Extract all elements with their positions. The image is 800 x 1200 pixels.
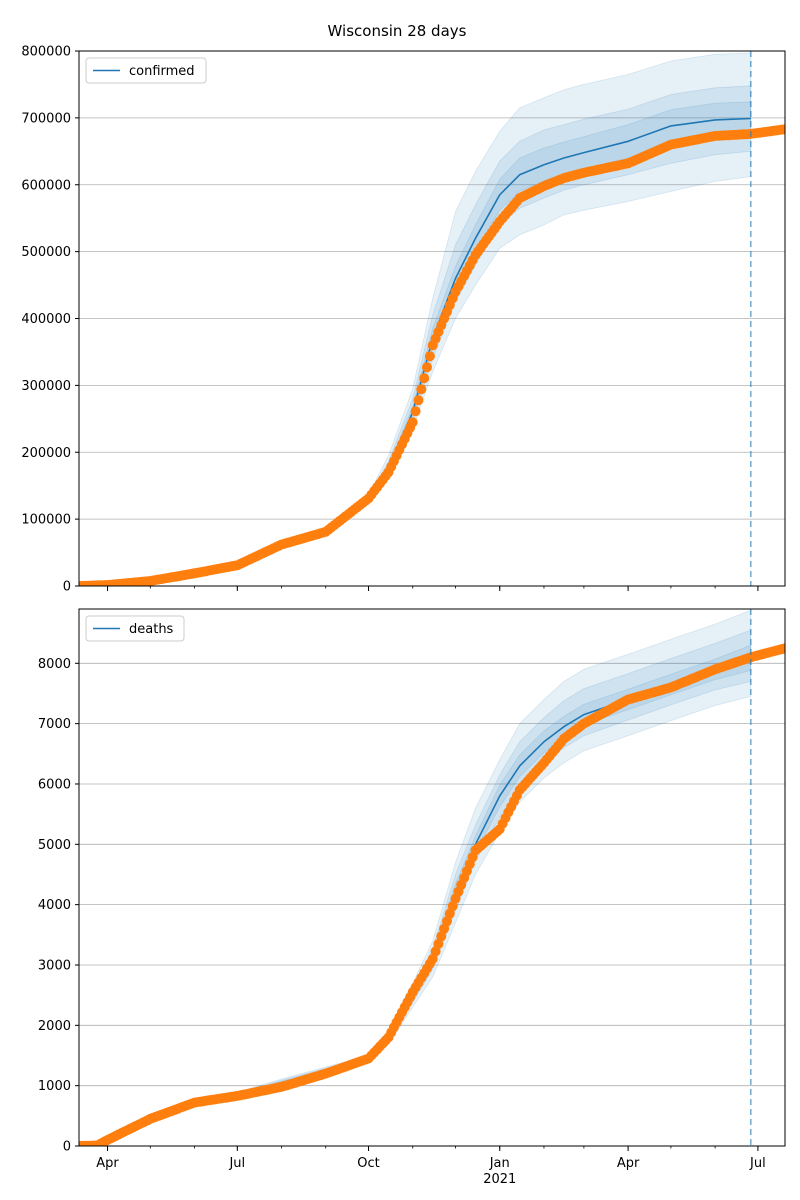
observed-point [416, 384, 427, 395]
chart-title: Wisconsin 28 days [328, 22, 467, 40]
observed-point [430, 946, 441, 957]
x-tick-label: Apr [96, 1156, 119, 1171]
y-tick-label: 300000 [21, 379, 71, 394]
observed-point [419, 373, 430, 384]
observed-point [780, 124, 785, 135]
observed-point [439, 923, 450, 934]
legend-box [85, 615, 185, 642]
observed-point [410, 406, 421, 417]
y-tick-label: 400000 [21, 312, 71, 327]
x-tick-label: Jul [228, 1156, 245, 1171]
observed-point [427, 954, 438, 964]
x-tick-year-label: 2021 [483, 1172, 516, 1187]
y-tick-label: 0 [63, 1140, 71, 1155]
legend-label: confirmed [129, 64, 195, 79]
y-tick-label: 2000 [38, 1019, 71, 1034]
observed-point [444, 908, 455, 919]
legend-box [85, 57, 207, 84]
y-tick-label: 500000 [21, 245, 71, 260]
y-tick-label: 7000 [38, 717, 71, 732]
axes-frame [78, 608, 786, 1147]
confirmed-panel: 0 100000 200000 300000 400000 500000 600000 700… [21, 45, 786, 595]
observed-point [413, 395, 424, 406]
y-tick-label: 8000 [38, 657, 71, 672]
observed-point [422, 362, 432, 373]
y-tick-label: 600000 [21, 178, 71, 193]
observed-point [780, 643, 785, 654]
y-tick-label: 200000 [21, 446, 71, 461]
y-tick-label: 0 [63, 580, 71, 595]
observed-point [442, 916, 452, 927]
y-tick-label: 3000 [38, 958, 71, 973]
y-tick-label: 100000 [21, 513, 71, 528]
y-tick-label: 700000 [21, 111, 71, 126]
legend-label: deaths [129, 622, 174, 637]
observed-point [407, 417, 418, 428]
deaths-panel: 0 1000 2000 3000 4000 5000 6000 7000 8000 Apr Jul O… [38, 608, 786, 1187]
legend: deaths [85, 615, 185, 642]
y-tick-label: 4000 [38, 898, 71, 913]
y-tick-label: 5000 [38, 838, 71, 853]
y-tick-label: 800000 [21, 45, 71, 60]
uncertainty-band-2 [79, 629, 752, 1146]
uncertainty-band-2 [79, 85, 752, 586]
observed-point [447, 901, 458, 912]
legend: confirmed [85, 57, 207, 84]
x-tick-label: Oct [357, 1156, 379, 1171]
y-tick-label: 6000 [38, 777, 71, 792]
model-line [79, 656, 752, 1146]
observed-point [424, 351, 435, 362]
y-tick-label: 1000 [38, 1079, 71, 1094]
x-tick-label: Jul [749, 1156, 766, 1171]
observed-point [436, 931, 447, 942]
observed-point [433, 938, 444, 949]
x-tick-label: Apr [617, 1156, 640, 1171]
x-tick-label: Jan [489, 1156, 510, 1171]
